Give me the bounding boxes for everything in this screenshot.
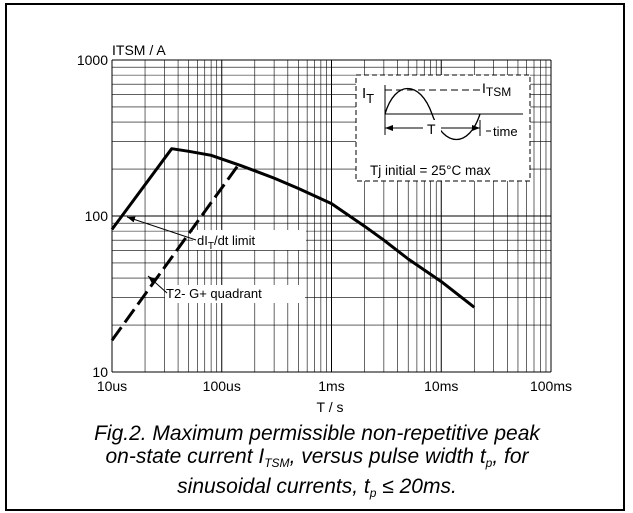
series-line-dashed — [110, 164, 240, 342]
x-tick-label: 10us — [97, 378, 127, 394]
y-axis-label: ITSM / A — [112, 42, 166, 58]
inset-note: Tj initial = 25°C max — [370, 163, 491, 178]
annotation-di-dt: dIT/dt limit — [126, 216, 306, 252]
inset-diagram: T time IT ITSM Tj initial = 25°C max — [355, 74, 531, 182]
chart-grid — [111, 59, 552, 373]
caption-line-2: on-state current ITSM, versus pulse widt… — [105, 445, 529, 470]
inset-period-label: T — [427, 121, 436, 137]
y-tick-label: 1000 — [77, 52, 108, 68]
series-layer — [110, 147, 476, 342]
x-tick-label: 10ms — [424, 378, 458, 394]
caption-line-3: sinusoidal currents, tp ≤ 20ms. — [177, 475, 457, 500]
series-line-solid — [110, 147, 476, 309]
x-tick-label: 100ms — [530, 378, 572, 394]
annotation-di-dt-label: dIT/dt limit — [197, 233, 256, 252]
y-tick-label: 100 — [85, 208, 109, 224]
caption-line-1: Fig.2. Maximum permissible non-repetitiv… — [94, 422, 540, 445]
inset-peak-label: ITSM — [482, 80, 511, 99]
tick-labels: 10us 100us 1ms 10ms 100ms 10 100 1000 — [77, 52, 572, 394]
x-tick-label: 1ms — [318, 378, 344, 394]
x-axis-label: T / s — [317, 399, 344, 415]
inset-time-label: time — [493, 124, 518, 139]
figure-caption: Fig.2. Maximum permissible non-repetitiv… — [7, 422, 627, 505]
annotation-arrow — [147, 275, 168, 294]
y-tick-label: 10 — [92, 364, 108, 380]
inset-current-label: IT — [362, 85, 374, 106]
annotation-t2-g-label: T2- G+ quadrant — [166, 286, 262, 301]
annotation-t2-g: T2- G+ quadrant — [147, 275, 305, 303]
annotation-arrow — [126, 216, 197, 241]
x-tick-label: 100us — [203, 378, 241, 394]
inset-sine-wave — [384, 87, 481, 141]
